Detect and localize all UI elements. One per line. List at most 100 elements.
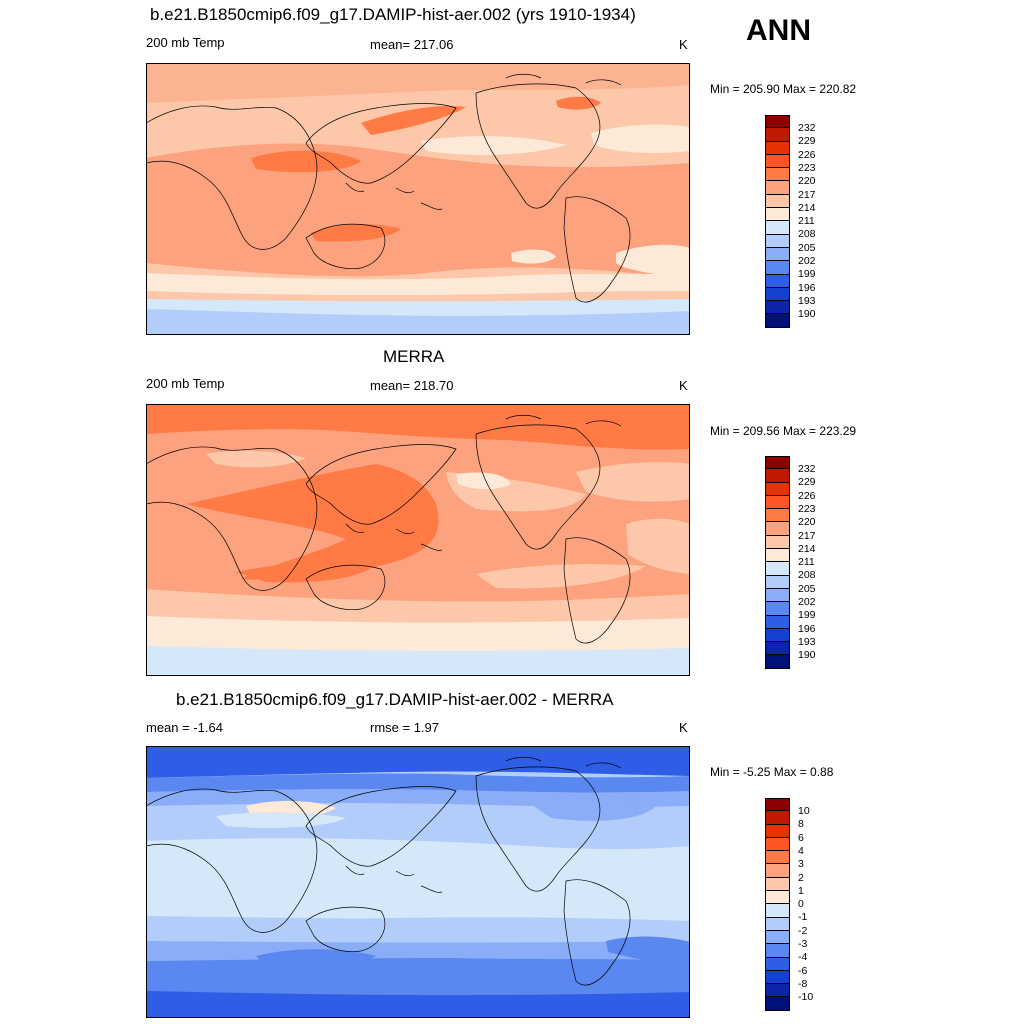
colorbar-label: 190 bbox=[798, 308, 816, 321]
colorbar-swatch bbox=[765, 154, 790, 169]
colorbar-label: 214 bbox=[798, 201, 816, 214]
colorbar-label: -3 bbox=[798, 938, 808, 950]
colorbar-label: 193 bbox=[798, 635, 816, 648]
panel1-variable-label: 200 mb Temp bbox=[146, 35, 225, 50]
colorbar-swatch bbox=[765, 837, 790, 852]
colorbar-swatch bbox=[765, 891, 790, 905]
panel1-map bbox=[146, 63, 690, 335]
panel2-mean-label: mean= 218.70 bbox=[370, 378, 454, 393]
colorbar-label: 211 bbox=[798, 215, 815, 228]
colorbar-label: 202 bbox=[798, 255, 816, 267]
colorbar-label: 214 bbox=[798, 542, 816, 555]
colorbar-label: 10 bbox=[798, 805, 810, 817]
colorbar-swatch bbox=[765, 944, 790, 958]
colorbar-swatch bbox=[765, 824, 790, 838]
colorbar-swatch bbox=[765, 997, 790, 1011]
panel1-units-label: K bbox=[679, 37, 688, 52]
colorbar-label: 217 bbox=[798, 529, 816, 542]
panel2-title: MERRA bbox=[383, 347, 445, 366]
colorbar-label: 220 bbox=[798, 516, 816, 529]
panel3-minmax: Min = -5.25 Max = 0.88 bbox=[710, 765, 834, 779]
colorbar-swatch bbox=[765, 181, 790, 195]
colorbar-swatch bbox=[765, 168, 790, 182]
colorbar-label: 199 bbox=[798, 268, 816, 281]
colorbar-swatch bbox=[765, 469, 790, 483]
colorbar-label: 223 bbox=[798, 161, 816, 174]
panel1-title: b.e21.B1850cmip6.f09_g17.DAMIP-hist-aer.… bbox=[150, 5, 636, 24]
colorbar-swatch bbox=[765, 495, 790, 510]
colorbar-swatch bbox=[765, 287, 790, 302]
colorbar-label: 205 bbox=[798, 241, 816, 254]
panel3-rmse-label: rmse = 1.97 bbox=[370, 720, 440, 735]
colorbar-swatch bbox=[765, 221, 790, 235]
colorbar-swatch bbox=[765, 811, 790, 825]
panel3-map bbox=[146, 746, 690, 1018]
colorbar-swatch bbox=[765, 562, 790, 576]
colorbar-swatch bbox=[765, 655, 790, 669]
panel3-mean-label: mean = -1.64 bbox=[146, 720, 223, 735]
colorbar-label: -1 bbox=[798, 911, 808, 924]
colorbar-label: 190 bbox=[798, 649, 816, 662]
panel2-variable-label: 200 mb Temp bbox=[146, 376, 225, 391]
colorbar-label: 2 bbox=[798, 871, 804, 884]
season-label: ANN bbox=[746, 14, 811, 47]
panel1-minmax: Min = 205.90 Max = 220.82 bbox=[710, 82, 857, 96]
colorbar-label: 196 bbox=[798, 281, 816, 294]
colorbar-swatch bbox=[765, 141, 790, 155]
colorbar-swatch bbox=[765, 917, 790, 931]
colorbar-swatch bbox=[765, 194, 790, 209]
colorbar-label: 226 bbox=[798, 489, 816, 502]
panel2-units-label: K bbox=[679, 378, 688, 393]
panel2-minmax: Min = 209.56 Max = 223.29 bbox=[710, 424, 857, 438]
colorbar-swatch bbox=[765, 588, 790, 603]
colorbar-swatch bbox=[765, 301, 790, 315]
colorbar-label: 8 bbox=[798, 818, 804, 831]
colorbar-label: -8 bbox=[798, 977, 808, 990]
colorbar-label: -2 bbox=[798, 924, 808, 937]
colorbar-label: 202 bbox=[798, 596, 816, 608]
panel3-colorbar: 10 8 6 4 3 2 1 0 -1 -2 -3 -4 -6 -8 -10 bbox=[765, 798, 813, 1011]
colorbar-swatch bbox=[765, 261, 790, 275]
colorbar-swatch bbox=[765, 970, 790, 985]
colorbar-swatch bbox=[765, 535, 790, 550]
colorbar-label: 196 bbox=[798, 622, 816, 635]
colorbar-label: -6 bbox=[798, 964, 808, 977]
panel2-map bbox=[146, 404, 690, 676]
colorbar-label: 229 bbox=[798, 135, 816, 148]
colorbar-label: 0 bbox=[798, 898, 804, 911]
colorbar-label: 199 bbox=[798, 609, 816, 622]
colorbar-swatch bbox=[765, 128, 790, 142]
colorbar-swatch bbox=[765, 549, 790, 563]
colorbar-swatch bbox=[765, 234, 790, 248]
colorbar-label: 232 bbox=[798, 463, 816, 475]
colorbar-swatch bbox=[765, 984, 790, 998]
colorbar-swatch bbox=[765, 575, 790, 589]
colorbar-label: -4 bbox=[798, 951, 808, 964]
colorbar-swatch bbox=[765, 509, 790, 523]
colorbar-label: 208 bbox=[798, 228, 816, 241]
colorbar-swatch bbox=[765, 314, 790, 328]
colorbar-swatch bbox=[765, 602, 790, 616]
colorbar-label: 193 bbox=[798, 294, 816, 307]
panel3-units-label: K bbox=[679, 720, 688, 735]
colorbar-label: 223 bbox=[798, 502, 816, 515]
colorbar-swatch bbox=[765, 482, 790, 496]
panel2-colorbar: 232 229 226 223 220 217 214 211 208 205 … bbox=[765, 456, 816, 669]
colorbar-swatch bbox=[765, 864, 790, 878]
colorbar-swatch bbox=[765, 274, 790, 288]
colorbar-swatch bbox=[765, 930, 790, 945]
colorbar-swatch bbox=[765, 851, 790, 865]
colorbar-label: 205 bbox=[798, 582, 816, 595]
colorbar-label: 229 bbox=[798, 476, 816, 489]
colorbar-label: 1 bbox=[798, 884, 804, 897]
panel3-title: b.e21.B1850cmip6.f09_g17.DAMIP-hist-aer.… bbox=[176, 690, 614, 709]
colorbar-swatch bbox=[765, 615, 790, 629]
colorbar-label: 220 bbox=[798, 175, 816, 188]
colorbar-label: 217 bbox=[798, 188, 816, 201]
colorbar-label: 6 bbox=[798, 831, 804, 844]
colorbar-swatch bbox=[765, 456, 790, 470]
colorbar-swatch bbox=[765, 522, 790, 536]
colorbar-label: -10 bbox=[798, 991, 814, 1004]
colorbar-swatch bbox=[765, 798, 790, 812]
colorbar-label: 208 bbox=[798, 569, 816, 582]
